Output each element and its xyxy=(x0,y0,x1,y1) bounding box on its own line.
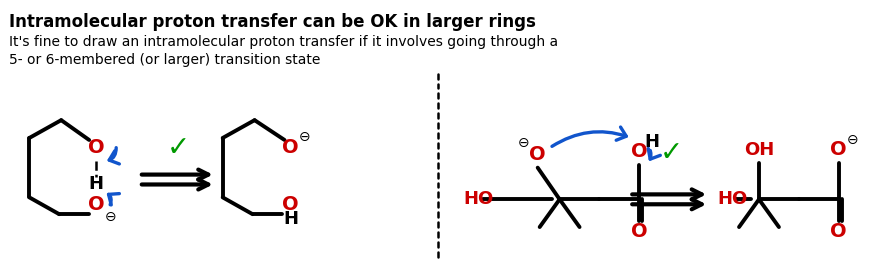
Text: O: O xyxy=(282,138,299,157)
FancyArrowPatch shape xyxy=(110,148,119,164)
Text: OH: OH xyxy=(744,141,774,159)
Text: HO: HO xyxy=(717,190,747,208)
Text: O: O xyxy=(631,142,647,161)
Text: ⊖: ⊖ xyxy=(105,210,117,224)
Text: O: O xyxy=(631,222,647,241)
Text: ⊖: ⊖ xyxy=(847,133,858,147)
Text: H: H xyxy=(283,210,298,228)
Text: 5- or 6-membered (or larger) transition state: 5- or 6-membered (or larger) transition … xyxy=(10,53,321,67)
Text: O: O xyxy=(88,195,104,214)
Text: Intramolecular proton transfer can be OK in larger rings: Intramolecular proton transfer can be OK… xyxy=(10,13,536,31)
Text: ✓: ✓ xyxy=(660,139,683,167)
Text: ⊖: ⊖ xyxy=(518,136,529,150)
Text: ✓: ✓ xyxy=(167,134,190,162)
Text: HO: HO xyxy=(463,190,493,208)
FancyArrowPatch shape xyxy=(552,127,626,146)
Text: ⊖: ⊖ xyxy=(299,130,310,144)
Text: H: H xyxy=(88,176,103,194)
Text: O: O xyxy=(529,145,546,164)
Text: O: O xyxy=(830,140,847,159)
Text: H: H xyxy=(645,133,660,151)
Text: O: O xyxy=(88,138,104,157)
FancyArrowPatch shape xyxy=(109,194,119,205)
FancyArrowPatch shape xyxy=(648,148,661,159)
Text: It's fine to draw an intramolecular proton transfer if it involves going through: It's fine to draw an intramolecular prot… xyxy=(10,35,559,49)
Text: O: O xyxy=(830,222,847,241)
Text: O: O xyxy=(282,195,299,214)
